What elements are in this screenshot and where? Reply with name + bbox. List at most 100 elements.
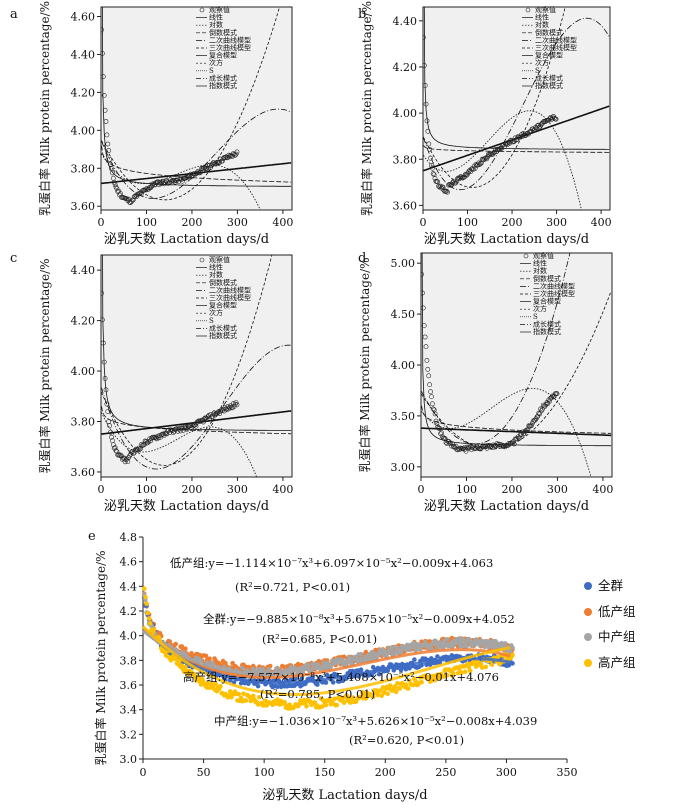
plot-area-b xyxy=(422,6,611,211)
xaxis-label-e: 泌乳天数 Lactation days/d xyxy=(262,788,427,803)
xtick-label-b-1: 100 xyxy=(457,216,478,229)
ytick-label-a-4: 4.40 xyxy=(71,48,96,61)
obs-point-d xyxy=(437,426,442,431)
legend-label-c-9: 成长模式 xyxy=(209,323,237,332)
point-中产组 xyxy=(482,644,487,650)
model-linear-d xyxy=(421,427,612,437)
panel-b: b 3.60 3.80 4.00 4.20 4.40 0 100 200 300 400泌乳天数 … xyxy=(358,1,612,247)
ytick-label-e-2: 3.4 xyxy=(120,704,138,717)
obs-point-d xyxy=(554,391,560,397)
model-linear-c xyxy=(101,410,292,435)
panel-c: c 3.60 3.80 4.00 4.20 4.40 0 100 200 300 400泌乳天数 … xyxy=(10,251,293,514)
point-高产组 xyxy=(144,601,149,606)
obs-point-d xyxy=(436,425,442,431)
legend-label-a-4: 二次曲线模型 xyxy=(209,35,251,44)
xtick-label-c-3: 300 xyxy=(227,483,248,496)
legend-symbol-d-0 xyxy=(523,253,529,259)
point-全群 xyxy=(293,676,298,681)
obs-point-b xyxy=(524,131,530,137)
point-高产组 xyxy=(410,682,416,688)
legend-label-a-10: 指数模式 xyxy=(209,81,237,90)
xtick-label-d-3: 300 xyxy=(547,483,568,496)
legend-label-c-10: 指数模式 xyxy=(209,331,237,340)
point-高产组 xyxy=(441,674,446,679)
point-高产组 xyxy=(395,681,400,686)
ytick-label-a-3: 4.20 xyxy=(71,86,96,99)
obs-point-b xyxy=(475,162,481,168)
point-全群 xyxy=(449,653,455,658)
obs-point-b xyxy=(473,162,479,167)
xtick-label-e-6: 300 xyxy=(496,766,517,779)
obs-point-b xyxy=(445,189,450,195)
point-全群 xyxy=(427,662,433,667)
plot-a: 3.60 3.80 4.00 4.20 4.40 4.60 0 100 200 300 400泌乳天… xyxy=(37,1,293,247)
obs-point-b xyxy=(426,141,432,147)
ytick-label-c-3: 4.20 xyxy=(71,315,96,328)
obs-point-b xyxy=(445,182,451,188)
plot-inner-a xyxy=(101,7,292,210)
obs-point-b xyxy=(488,151,494,157)
obs-point-b xyxy=(429,165,435,171)
xtick-label-d-4: 400 xyxy=(592,483,613,496)
equation-r2-2: (R²=0.785, P<0.01) xyxy=(260,687,375,701)
obs-point-b xyxy=(423,63,427,68)
yaxis-label-a: 乳蛋白率 Milk protein percentage/% xyxy=(37,1,52,216)
obs-point-b xyxy=(553,116,559,122)
obs-point-c xyxy=(101,317,105,323)
point-高产组 xyxy=(444,673,450,678)
model-log-b xyxy=(423,145,610,153)
point-全群 xyxy=(299,676,305,681)
ytick-label-e-4: 3.8 xyxy=(120,654,138,667)
legend-label-d-10: 指数模式 xyxy=(533,327,561,336)
obs-point-a xyxy=(175,176,181,181)
point-高产组 xyxy=(334,702,340,708)
obs-point-c xyxy=(174,426,180,432)
xtick-label-b-0: 0 xyxy=(420,216,427,229)
obs-point-c xyxy=(117,453,122,458)
point-高产组 xyxy=(392,684,398,689)
point-高产组 xyxy=(143,594,148,600)
point-高产组 xyxy=(381,690,387,696)
ytick-label-e-3: 3.6 xyxy=(120,679,138,692)
obs-point-d xyxy=(511,441,517,447)
model-cubic-down-b xyxy=(423,110,582,210)
point-高产组 xyxy=(495,655,501,660)
point-高产组 xyxy=(323,702,329,708)
legend-label-d-5: 三次曲线模型 xyxy=(533,289,575,298)
equation-2: 高产组:y=−7.577×10⁻⁸x³+5.408×10⁻⁵x²−0.01x+4… xyxy=(183,670,499,684)
legend-label-d-0: 观察值 xyxy=(533,251,554,260)
obs-point-c xyxy=(217,411,223,416)
panel-label-a: a xyxy=(10,7,18,22)
obs-point-a xyxy=(101,27,104,33)
point-全群 xyxy=(310,674,315,680)
point-高产组 xyxy=(179,663,185,668)
obs-point-c xyxy=(200,419,206,425)
point-高产组 xyxy=(466,664,472,670)
xtick-label-b-4: 400 xyxy=(591,216,612,229)
panel-d: d 3.00 3.50 4.00 4.50 5.00 0 100 200 300 400泌乳天数 … xyxy=(357,251,613,514)
ytick-label-b-4: 4.40 xyxy=(393,15,418,28)
ytick-label-a-2: 4.00 xyxy=(71,124,96,137)
point-高产组 xyxy=(385,691,391,697)
point-低产组 xyxy=(281,664,286,670)
obs-point-a xyxy=(198,169,203,175)
ytick-label-d-4: 5.00 xyxy=(391,257,416,270)
legend-label-b-7: 次方 xyxy=(535,58,549,67)
obs-point-d xyxy=(442,436,448,442)
obs-point-b xyxy=(466,168,472,174)
obs-point-d xyxy=(422,334,428,340)
ytick-label-a-1: 3.80 xyxy=(71,162,96,175)
legend-label-a-9: 成长模式 xyxy=(209,73,237,82)
point-中产组 xyxy=(456,636,462,641)
legend-label-a-6: 复合模型 xyxy=(209,51,237,60)
obs-point-d xyxy=(536,410,542,416)
obs-point-c xyxy=(140,442,146,448)
point-中产组 xyxy=(358,652,364,657)
point-高产组 xyxy=(350,695,355,700)
point-高产组 xyxy=(459,670,464,675)
obs-point-c xyxy=(118,452,123,458)
point-高产组 xyxy=(403,682,409,687)
